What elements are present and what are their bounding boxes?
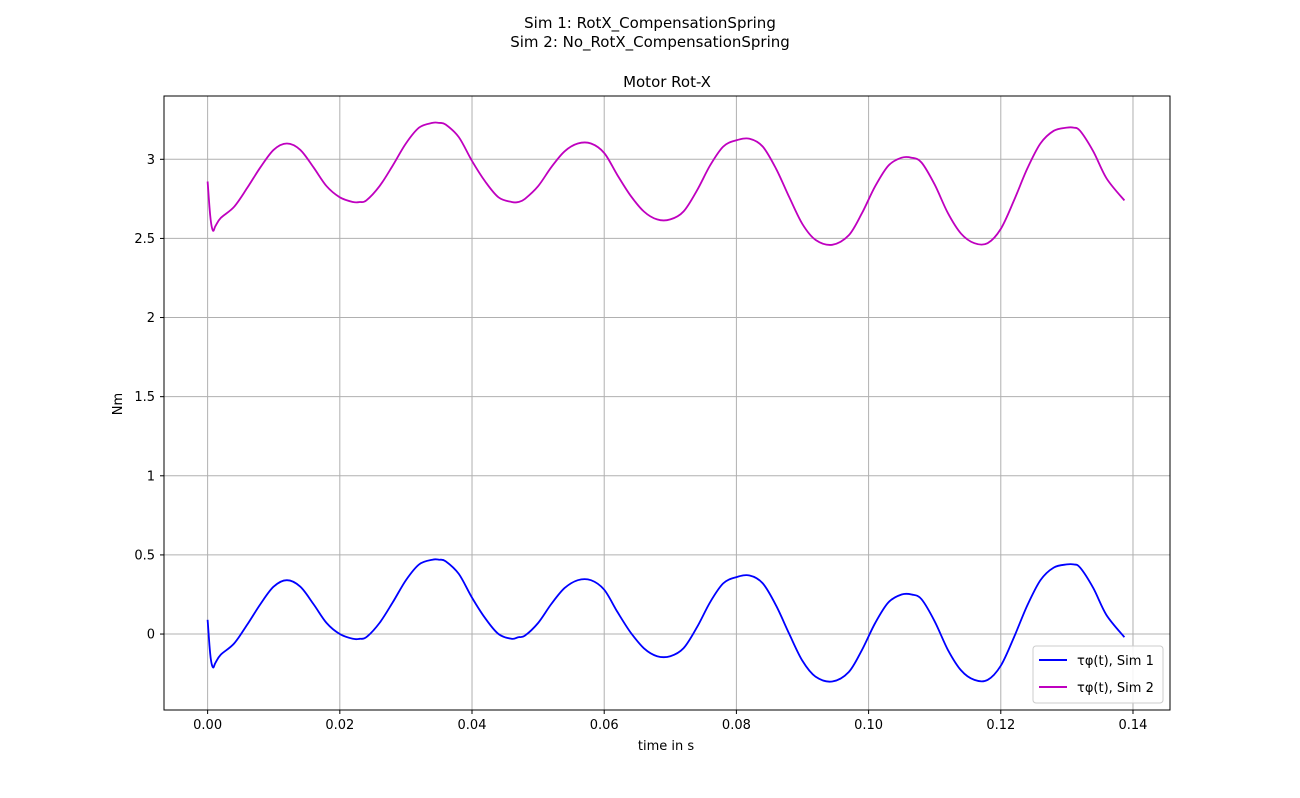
legend-label-1: τφ(t), Sim 1 [1077,654,1154,669]
x-tick-label: 0.08 [722,718,751,733]
legend-label-2: τφ(t), Sim 2 [1077,681,1154,696]
figure-suptitle-line2: Sim 2: No_RotX_CompensationSpring [510,33,790,51]
figure-suptitle-line1: Sim 1: RotX_CompensationSpring [524,14,776,32]
x-tick-label: 0.02 [325,718,354,733]
axis-ticks: 0.00 0.02 0.04 0.06 0.08 0.10 0.12 0.14 0 0.5 1 1.5… [134,153,1147,733]
x-axis-label: time in s [638,739,694,754]
y-axis-label: Nm [111,393,126,415]
y-tick-label: 3 [147,153,155,168]
y-tick-label: 1.5 [134,390,155,405]
x-tick-label: 0.00 [193,718,222,733]
x-tick-label: 0.12 [986,718,1015,733]
y-tick-label: 1 [147,469,155,484]
y-tick-label: 2.5 [134,232,155,247]
plot-frame [163,95,1171,711]
x-tick-label: 0.04 [458,718,487,733]
y-tick-label: 0.5 [134,548,155,563]
chart-title: Motor Rot-X [623,73,711,91]
series-line-2 [206,121,1126,246]
legend: τφ(t), Sim 1 τφ(t), Sim 2 [1032,645,1164,704]
y-tick-label: 0 [147,628,155,643]
y-tick-label: 2 [147,311,155,326]
x-tick-label: 0.06 [590,718,619,733]
x-tick-label: 0.10 [854,718,883,733]
x-tick-label: 0.14 [1119,718,1148,733]
series-line-1 [206,558,1126,683]
grid-lines [164,96,1170,710]
plot-series [206,121,1126,683]
